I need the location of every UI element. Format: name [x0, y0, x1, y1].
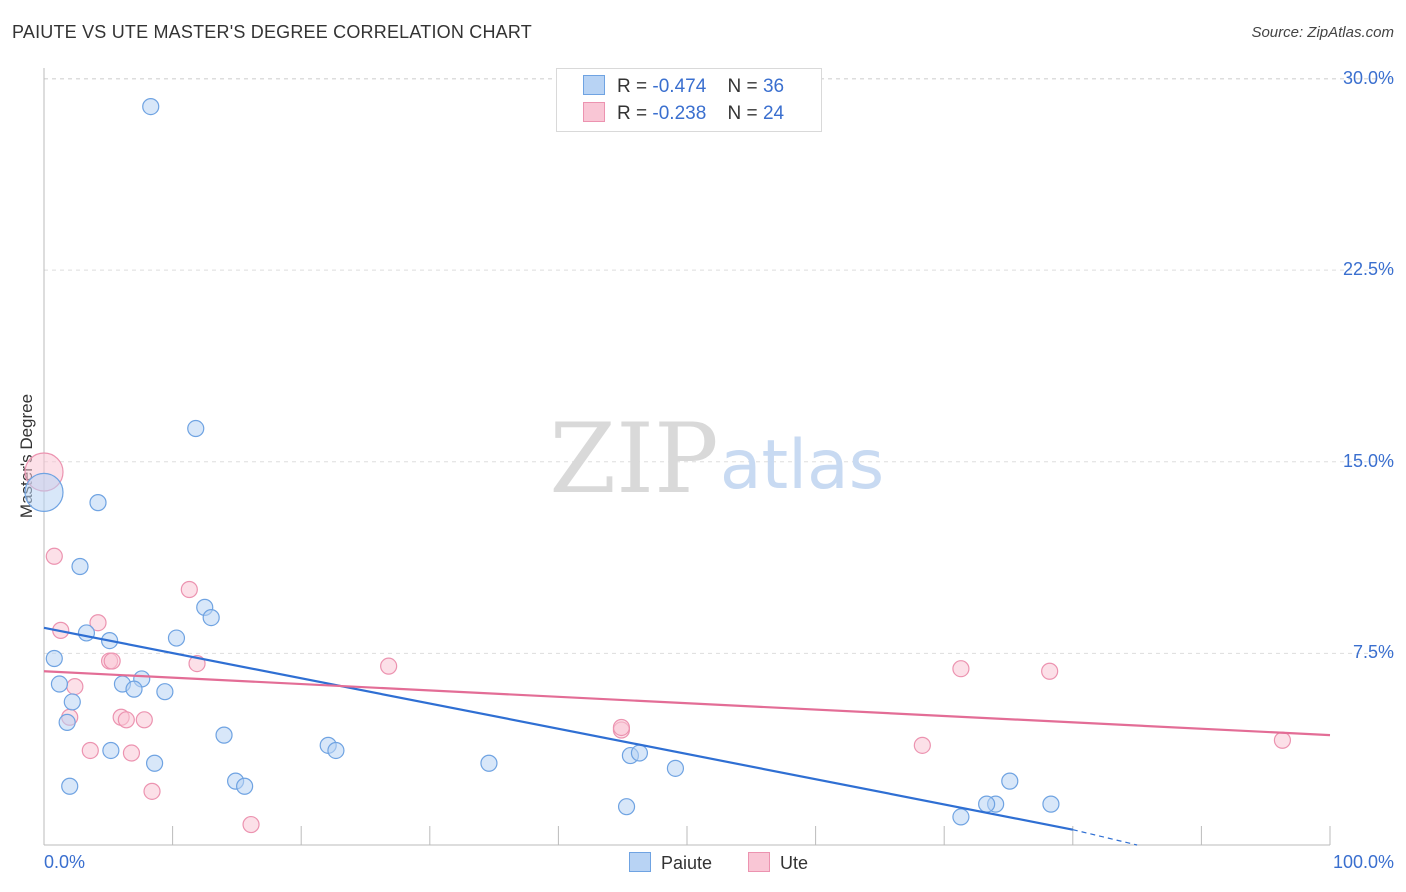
paiute-point — [71, 557, 89, 576]
ute-point — [135, 711, 153, 729]
paiute-swatch — [583, 75, 605, 95]
paiute-point — [142, 98, 160, 116]
paiute-point — [24, 472, 64, 513]
paiute-point — [89, 494, 107, 512]
ute-point — [117, 711, 135, 729]
y-tick-label: 7.5% — [1352, 642, 1394, 663]
ute-swatch — [583, 102, 605, 122]
ute-trend-line — [43, 670, 1331, 737]
legend-r-label: R = — [617, 103, 648, 124]
paiute-point — [77, 624, 96, 642]
paiute-point — [480, 754, 498, 772]
ute-point — [612, 718, 631, 737]
watermark: ZIP atlas — [549, 403, 884, 515]
ute-point — [1273, 731, 1292, 749]
paiute-point — [236, 777, 254, 795]
paiute-point — [167, 629, 186, 647]
paiute-point — [125, 680, 143, 698]
paiute-point — [102, 741, 120, 760]
paiute-points — [24, 98, 1060, 826]
ute-point — [103, 652, 121, 670]
paiute-point — [63, 693, 81, 711]
paiute-trend-extension — [1072, 829, 1138, 846]
legend-n-value-ute: 24 — [762, 103, 785, 124]
ute-point — [122, 744, 141, 762]
ute-point — [89, 614, 107, 632]
ute-point — [143, 782, 161, 800]
paiute-point — [1001, 772, 1019, 790]
legend-r-value-ute: -0.238 — [652, 103, 707, 124]
watermark-atlas: atlas — [720, 426, 884, 505]
paiute-point — [327, 741, 345, 760]
paiute-trend-line — [43, 626, 1074, 831]
paiute-point — [61, 777, 79, 795]
paiute-point — [978, 795, 996, 813]
paiute-point — [50, 675, 69, 693]
x-tick-label-min: 0.0% — [44, 852, 86, 872]
y-tick-label: 30.0% — [1342, 67, 1394, 88]
legend-row-paiute: R = -0.474 N = 36 — [583, 75, 784, 99]
paiute-point — [187, 419, 205, 438]
legend-n-value-paiute: 36 — [762, 76, 785, 97]
paiute-point — [45, 649, 63, 668]
paiute-point — [58, 713, 76, 731]
legend-item-paiute: Paiute — [629, 852, 712, 874]
ute-point — [242, 815, 260, 834]
ute-point — [913, 736, 931, 754]
y-tick-label: 22.5% — [1342, 259, 1394, 280]
legend-label-paiute: Paiute — [661, 853, 713, 873]
paiute-point — [666, 759, 685, 777]
legend-item-ute: Ute — [748, 852, 808, 874]
correlation-legend: R = -0.474 N = 36 R = -0.238 N = 24 — [556, 68, 822, 132]
paiute-point — [215, 726, 233, 744]
legend-r-value-paiute: -0.474 — [652, 76, 707, 97]
ute-point — [45, 547, 63, 565]
ute-point — [66, 677, 84, 696]
watermark-zip: ZIP — [549, 403, 718, 515]
paiute-point — [952, 808, 970, 826]
source-label: Source: ZipAtlas.com — [1251, 24, 1394, 41]
paiute-point — [145, 754, 164, 772]
ute-point — [1041, 662, 1059, 680]
ute-legend-swatch — [748, 852, 770, 872]
ute-point — [180, 580, 198, 599]
y-tick-label: 15.0% — [1342, 450, 1394, 471]
paiute-point — [617, 798, 636, 816]
legend-row-ute: R = -0.238 N = 24 — [583, 102, 784, 126]
paiute-point — [202, 609, 220, 627]
paiute-point — [630, 744, 649, 762]
paiute-point — [1042, 795, 1060, 813]
trend-lines — [43, 626, 1331, 846]
grid — [44, 78, 1392, 654]
ute-point — [952, 660, 970, 678]
ute-point — [81, 741, 99, 760]
legend-r-label: R = — [617, 76, 648, 97]
x-tick-label-max: 100.0% — [1332, 852, 1394, 872]
paiute-legend-swatch — [629, 852, 651, 872]
chart-title: PAIUTE VS UTE MASTER'S DEGREE CORRELATIO… — [12, 22, 532, 42]
legend-label-ute: Ute — [780, 853, 809, 873]
ute-point — [380, 657, 398, 675]
legend-n-label: N = — [727, 76, 758, 97]
paiute-point — [156, 683, 174, 701]
legend-n-label: N = — [727, 103, 758, 124]
